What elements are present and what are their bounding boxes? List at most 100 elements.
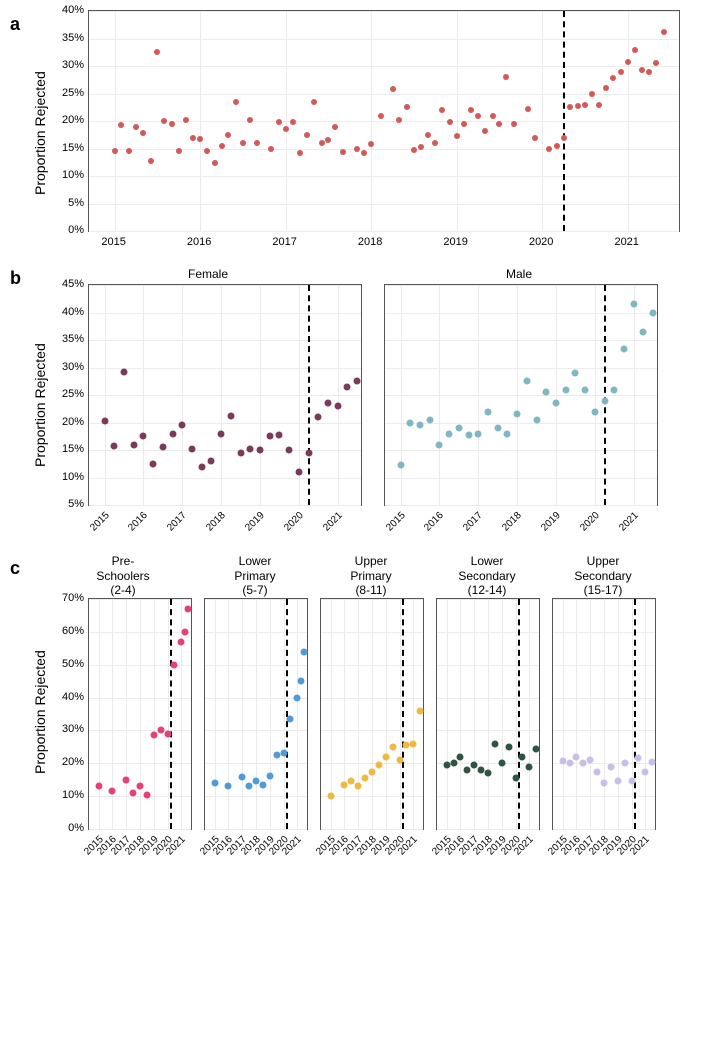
facet-title: UpperPrimary(8-11)	[318, 554, 424, 598]
data-point	[503, 74, 509, 80]
data-point	[425, 132, 431, 138]
x-tick: 2018	[204, 510, 228, 534]
figure: a Proportion Rejected 0%5%10%15%20%25%30…	[10, 10, 698, 870]
data-point	[254, 140, 260, 146]
y-tick: 20%	[62, 416, 84, 428]
data-point	[266, 433, 273, 440]
x-tick: 2017	[166, 510, 190, 534]
data-point	[101, 418, 108, 425]
x-tick: 2016	[423, 510, 447, 534]
data-point	[607, 763, 614, 770]
data-point	[461, 121, 467, 127]
data-point	[632, 47, 638, 53]
data-point	[256, 447, 263, 454]
x-tick: 2020	[529, 236, 553, 248]
data-point	[475, 113, 481, 119]
data-point	[154, 49, 160, 55]
data-point	[325, 137, 331, 143]
facet-title: Female	[54, 264, 362, 284]
data-point	[416, 422, 423, 429]
data-point	[649, 758, 656, 765]
reference-vline	[563, 11, 565, 231]
reference-vline	[634, 599, 636, 829]
data-point	[650, 309, 657, 316]
data-point	[133, 124, 139, 130]
data-point	[268, 146, 274, 152]
data-point	[642, 769, 649, 776]
data-point	[354, 146, 360, 152]
data-point	[410, 740, 417, 747]
data-point	[112, 148, 118, 154]
data-point	[621, 760, 628, 767]
y-tick: 15%	[62, 142, 84, 154]
data-point	[171, 661, 178, 668]
data-point	[190, 135, 196, 141]
data-point	[533, 745, 540, 752]
data-point	[297, 150, 303, 156]
data-point	[240, 140, 246, 146]
data-point	[286, 447, 293, 454]
data-point	[123, 776, 130, 783]
reference-vline	[170, 599, 172, 829]
x-tick: 2020	[282, 510, 306, 534]
y-tick: 30%	[62, 361, 84, 373]
y-tick: 40%	[62, 4, 84, 16]
panel-b-facet: Male2015201620172018201920202021	[380, 264, 658, 546]
data-point	[332, 124, 338, 130]
data-point	[635, 755, 642, 762]
reference-vline	[308, 285, 310, 505]
y-tick: 10%	[62, 789, 84, 801]
x-tick: 2016	[187, 236, 211, 248]
data-point	[575, 103, 581, 109]
panel-c-facet: LowerSecondary(12-14)2015201620172018201…	[434, 554, 540, 870]
data-point	[140, 433, 147, 440]
data-point	[450, 760, 457, 767]
data-point	[375, 761, 382, 768]
data-point	[315, 414, 322, 421]
data-point	[382, 753, 389, 760]
panel-c-label: c	[10, 554, 30, 870]
data-point	[182, 628, 189, 635]
data-point	[601, 780, 608, 787]
data-point	[120, 368, 127, 375]
data-point	[471, 761, 478, 768]
data-point	[301, 648, 308, 655]
data-point	[197, 136, 203, 142]
reference-vline	[402, 599, 404, 829]
data-point	[567, 104, 573, 110]
data-point	[532, 135, 538, 141]
data-point	[582, 102, 588, 108]
data-point	[572, 370, 579, 377]
y-tick: 10%	[62, 471, 84, 483]
data-point	[304, 132, 310, 138]
panel-c-facet: UpperPrimary(8-11)2015201620172018201920…	[318, 554, 424, 870]
y-tick: 35%	[62, 333, 84, 345]
data-point	[311, 99, 317, 105]
data-point	[464, 766, 471, 773]
data-point	[630, 301, 637, 308]
data-point	[295, 469, 302, 476]
x-tick: 2021	[617, 510, 641, 534]
data-point	[475, 431, 482, 438]
y-tick: 45%	[62, 278, 84, 290]
data-point	[247, 117, 253, 123]
data-point	[348, 778, 355, 785]
data-point	[543, 389, 550, 396]
data-point	[341, 781, 348, 788]
data-point	[140, 130, 146, 136]
data-point	[526, 763, 533, 770]
data-point	[169, 431, 176, 438]
x-tick: 2015	[384, 510, 408, 534]
data-point	[159, 444, 166, 451]
data-point	[225, 132, 231, 138]
data-point	[161, 118, 167, 124]
panel-a-ylabel: Proportion Rejected	[30, 10, 54, 256]
data-point	[594, 768, 601, 775]
data-point	[219, 143, 225, 149]
data-point	[334, 403, 341, 410]
data-point	[362, 775, 369, 782]
data-point	[150, 461, 157, 468]
data-point	[591, 409, 598, 416]
data-point	[368, 141, 374, 147]
y-tick: 5%	[68, 498, 84, 510]
